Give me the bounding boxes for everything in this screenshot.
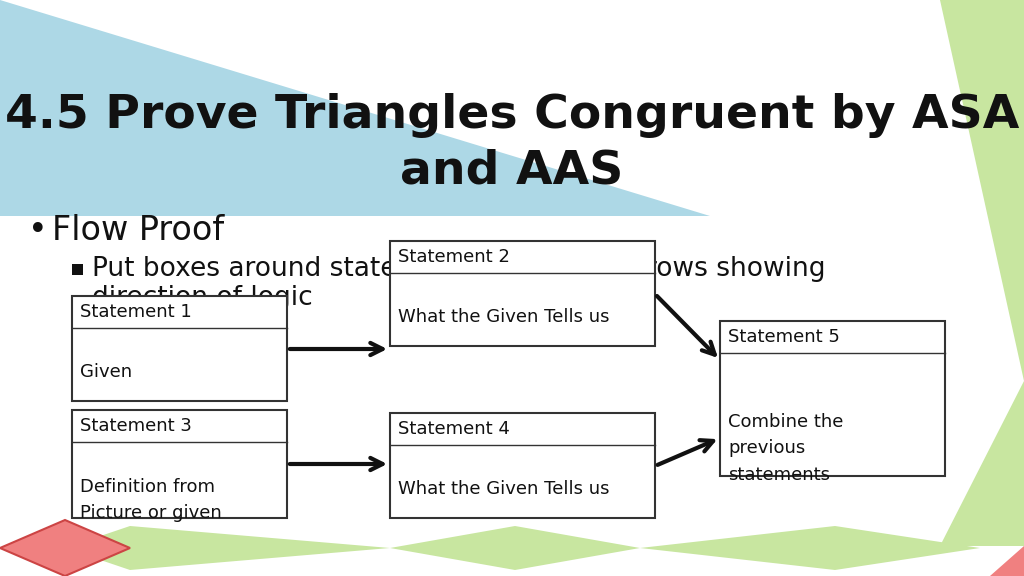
Text: and AAS: and AAS	[400, 149, 624, 194]
Bar	[72, 410, 287, 518]
Polygon shape	[940, 381, 1024, 546]
Text: 4.5 Prove Triangles Congruent by ASA: 4.5 Prove Triangles Congruent by ASA	[5, 93, 1019, 138]
Text: Flow Proof: Flow Proof	[52, 214, 224, 248]
Text: Statement 3: Statement 3	[80, 417, 191, 435]
Text: Combine the
previous
statements: Combine the previous statements	[728, 413, 844, 484]
Polygon shape	[0, 0, 710, 216]
Bar	[390, 241, 655, 346]
Text: What the Given Tells us: What the Given Tells us	[398, 480, 609, 498]
Text: Given: Given	[80, 363, 132, 381]
Text: Put boxes around statements and draw arrows showing: Put boxes around statements and draw arr…	[92, 256, 825, 282]
Text: What the Given Tells us: What the Given Tells us	[398, 308, 609, 326]
Text: Statement 4: Statement 4	[398, 420, 510, 438]
Polygon shape	[65, 526, 390, 570]
Text: Definition from
Picture or given: Definition from Picture or given	[80, 478, 222, 522]
Text: Statement 1: Statement 1	[80, 303, 191, 321]
Polygon shape	[0, 520, 130, 576]
Bar	[390, 413, 655, 518]
Text: Statement 2: Statement 2	[398, 248, 510, 266]
Bar	[72, 296, 287, 401]
Bar	[72, 264, 83, 275]
Polygon shape	[640, 526, 980, 570]
Text: direction of logic: direction of logic	[92, 285, 312, 311]
Polygon shape	[390, 526, 640, 570]
Polygon shape	[990, 546, 1024, 576]
Polygon shape	[940, 0, 1024, 381]
Bar	[720, 321, 945, 476]
Text: •: •	[28, 214, 48, 248]
Text: Statement 5: Statement 5	[728, 328, 840, 346]
